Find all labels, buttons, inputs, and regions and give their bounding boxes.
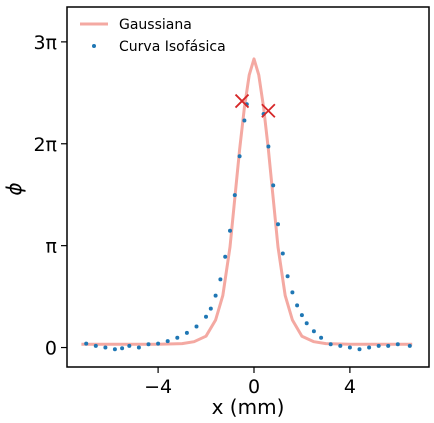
isofasica-point: [395, 342, 400, 347]
isofasica-point: [242, 118, 247, 123]
x-tick-label: 0: [248, 376, 260, 398]
isofasica-point: [184, 330, 189, 335]
isofasica-point: [271, 183, 276, 188]
isofasica-point: [204, 314, 208, 319]
isofasica-point: [376, 343, 381, 348]
isofasica-point: [290, 290, 295, 295]
legend-curva-swatch: [92, 44, 96, 48]
isofasica-point: [218, 277, 223, 282]
isofasica-point: [146, 342, 151, 347]
isofasica-point: [407, 343, 412, 348]
isofasica-point: [165, 339, 170, 344]
gaussiana-line: [81, 57, 413, 346]
isofasica-point: [266, 144, 271, 149]
isofasica-point: [280, 251, 285, 256]
isofasica-point: [347, 345, 352, 350]
isofasica-point: [194, 324, 199, 329]
legend: Gaussiana Curva Isofásica: [80, 17, 226, 55]
isofasica-point: [136, 345, 141, 350]
plot-frame: [66, 6, 430, 368]
isofasica-point: [357, 347, 362, 352]
y-tick-label: 3π: [33, 32, 57, 54]
isofasica-point: [285, 274, 290, 279]
isofasica-point: [237, 154, 242, 159]
y-tick-label: π: [46, 236, 57, 258]
peak-marker: [234, 93, 250, 109]
y-axis-label: ϕ: [2, 182, 26, 195]
isofasica-point: [112, 347, 117, 352]
isofasica-point: [386, 343, 391, 348]
isofasica-point: [228, 228, 232, 233]
isofasica-point: [208, 306, 213, 311]
isofasica-point: [311, 329, 316, 334]
legend-gaussiana-label: Gaussiana: [119, 17, 192, 33]
isofasica-point: [156, 341, 161, 346]
isofasica-point: [276, 222, 280, 227]
legend-curva-label: Curva Isofásica: [119, 39, 226, 55]
isofasica-point: [304, 321, 309, 326]
isofasica-point: [175, 335, 180, 340]
x-tick-label: 4: [344, 376, 356, 398]
isofasica-point: [93, 343, 98, 348]
isofasica-point: [328, 342, 333, 347]
isofasica-point: [319, 335, 324, 340]
plot-content: [81, 57, 413, 352]
axis-ticks: −4 0 4 0 π 2π 3π: [33, 32, 355, 398]
isofasica-point: [232, 193, 237, 198]
isofasica-point: [338, 343, 343, 348]
y-tick-label: 2π: [33, 134, 57, 156]
isofasica-point: [367, 345, 372, 350]
isofasica-point: [103, 345, 108, 350]
x-axis-label: x (mm): [212, 395, 285, 419]
isofasica-point: [299, 313, 304, 318]
y-tick-label: 0: [45, 338, 57, 360]
isofasica-point: [213, 293, 218, 298]
isofasica-point: [223, 254, 228, 259]
peak-marker: [261, 103, 276, 118]
isofasica-point: [120, 346, 125, 351]
isofasica-point: [84, 341, 89, 346]
isofasica-point: [295, 303, 300, 308]
x-tick-label: −4: [144, 376, 172, 398]
isofasica-point: [127, 343, 132, 348]
